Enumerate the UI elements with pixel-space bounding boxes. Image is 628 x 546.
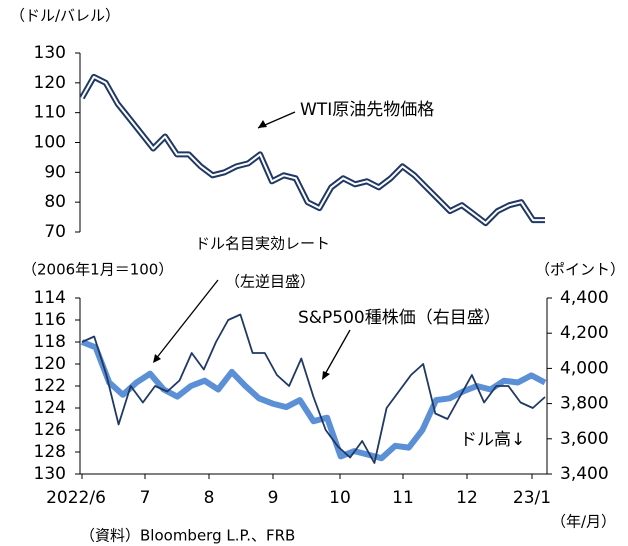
x-tick-label: 10 — [329, 488, 351, 508]
y2-tick-label: 4,400 — [560, 288, 609, 308]
y-tick-label: 120 — [34, 354, 66, 374]
y-tick-label: 100 — [34, 133, 66, 153]
y-tick-label: 116 — [34, 310, 66, 330]
arrow — [154, 279, 219, 361]
source: （資料）Bloomberg L.P.、FRB — [80, 527, 295, 545]
line — [80, 339, 547, 462]
line-outline — [79, 73, 545, 227]
y-tick-label: 118 — [34, 332, 66, 352]
x-tick-label: 2022/6 — [46, 488, 106, 508]
y-tick-label: 120 — [34, 73, 66, 93]
y-tick-label: 122 — [34, 376, 66, 396]
y-unit: （2006年1月＝100） — [22, 261, 173, 279]
y-tick-label: 126 — [34, 420, 66, 440]
annotation: S&P500種株価（右目盛） — [298, 308, 501, 328]
line-inner — [81, 75, 545, 225]
y-tick-label: 128 — [34, 442, 66, 462]
y2-tick-label: 3,600 — [560, 429, 609, 449]
y-tick-label: 114 — [34, 288, 66, 308]
annotation: ドル高↓ — [460, 430, 525, 450]
line — [81, 313, 546, 464]
y-tick-label: 124 — [34, 398, 66, 418]
x-tick-label: 9 — [268, 488, 279, 508]
y2-tick-label: 3,400 — [560, 464, 609, 484]
x-tick-label: 12 — [456, 488, 478, 508]
y2-tick-label: 4,000 — [560, 358, 609, 378]
annotation: （左逆目盛） — [225, 273, 315, 291]
arrow — [323, 329, 351, 377]
y-tick-label: 90 — [44, 162, 66, 182]
x-tick-label: 23/1 — [513, 488, 551, 508]
arrow-head — [153, 354, 161, 363]
y2-tick-label: 3,800 — [560, 394, 609, 414]
y-tick-label: 130 — [34, 43, 66, 63]
x-tick-label: 7 — [140, 488, 151, 508]
arrow-head — [322, 371, 330, 380]
y-tick-label: 130 — [34, 464, 66, 484]
x-tick-label: 8 — [204, 488, 215, 508]
arrow-head — [258, 120, 267, 128]
x-unit: （年/月） — [551, 513, 616, 531]
y-unit: （ドル/バレル） — [10, 7, 120, 25]
y-tick-label: 80 — [44, 192, 66, 212]
annotation: ドル名目実効レート — [195, 235, 330, 253]
x-tick-label: 11 — [392, 488, 414, 508]
annotation: WTI原油先物価格 — [300, 100, 434, 120]
y-tick-label: 70 — [44, 222, 66, 242]
y2-tick-label: 4,200 — [560, 323, 609, 343]
y2-unit: （ポイント） — [535, 261, 625, 279]
y-tick-label: 110 — [34, 103, 66, 123]
